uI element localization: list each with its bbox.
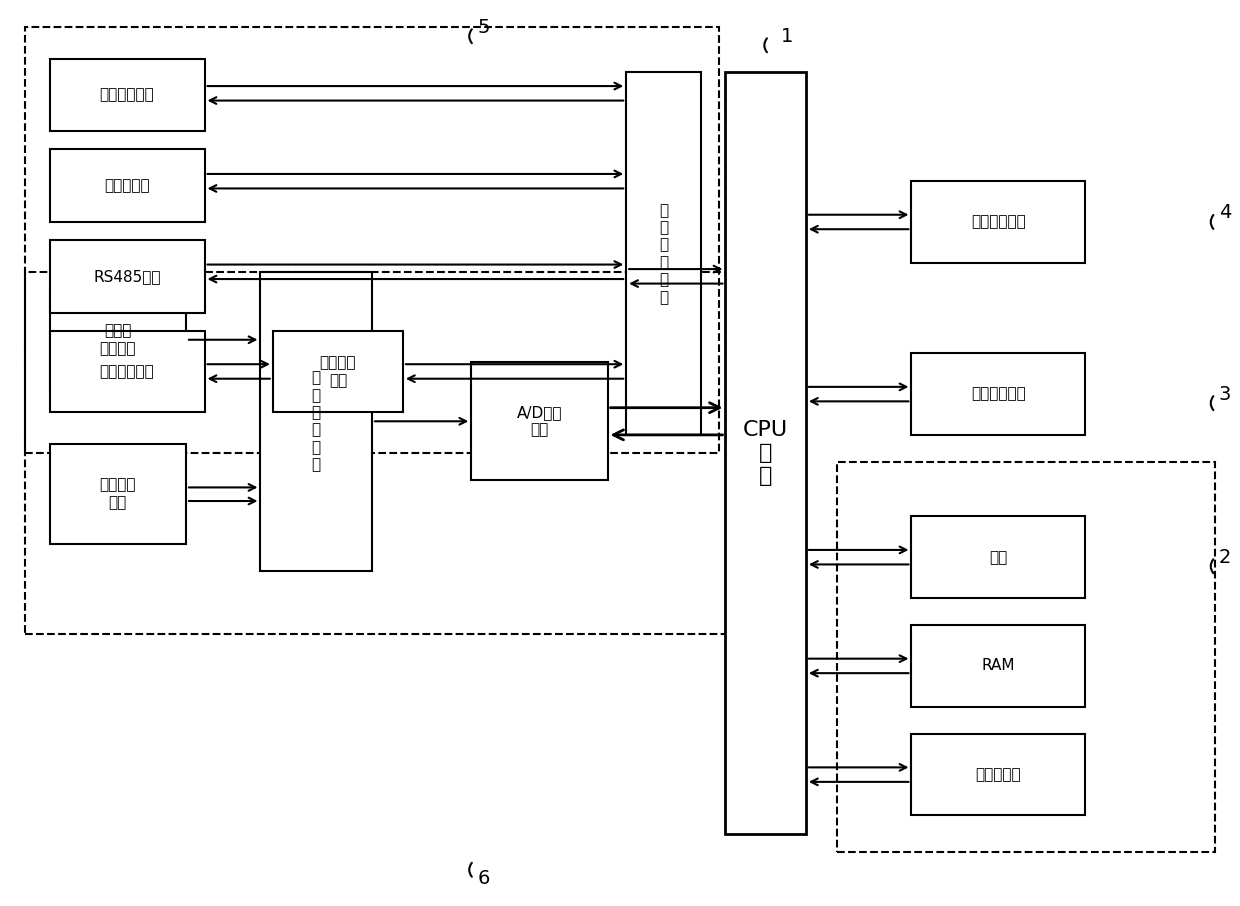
FancyBboxPatch shape [273,331,403,412]
Text: 多
路
选
择
开
关: 多 路 选 择 开 关 [311,371,321,472]
Text: 5: 5 [477,18,490,36]
FancyBboxPatch shape [471,362,608,480]
Text: 直流量
输入模块: 直流量 输入模块 [99,323,136,356]
Text: 2: 2 [1219,548,1231,566]
Text: RAM: RAM [981,659,1016,673]
Text: 4: 4 [1219,204,1231,222]
FancyBboxPatch shape [50,149,205,222]
FancyBboxPatch shape [911,734,1085,815]
Text: 开入开出模块: 开入开出模块 [971,387,1025,401]
Text: 交流采集
模块: 交流采集 模块 [99,477,136,510]
Text: 铁电存储器: 铁电存储器 [976,767,1021,782]
FancyBboxPatch shape [50,290,186,390]
Text: 光纤以太网口: 光纤以太网口 [99,364,155,379]
FancyBboxPatch shape [911,181,1085,263]
Text: 以太网卡口: 以太网卡口 [104,178,150,193]
FancyBboxPatch shape [50,331,205,412]
FancyBboxPatch shape [626,72,701,435]
Text: 1: 1 [781,27,794,45]
FancyBboxPatch shape [911,625,1085,707]
Text: 闪存: 闪存 [990,550,1007,564]
FancyBboxPatch shape [725,72,806,834]
FancyBboxPatch shape [260,272,372,571]
Text: 3: 3 [1219,385,1231,403]
FancyBboxPatch shape [50,444,186,544]
Text: 无线通讯模块: 无线通讯模块 [99,88,155,102]
FancyBboxPatch shape [911,353,1085,435]
Text: 人机交互模块: 人机交互模块 [971,215,1025,229]
Text: 光电转换
模块: 光电转换 模块 [320,355,356,388]
Text: 6: 6 [477,870,490,888]
FancyBboxPatch shape [911,516,1085,598]
Text: CPU
模
块: CPU 模 块 [743,419,789,487]
Text: 通
信
管
理
模
块: 通 信 管 理 模 块 [658,203,668,304]
FancyBboxPatch shape [50,59,205,131]
Text: A/D转换
模块: A/D转换 模块 [517,405,562,438]
Text: RS485接口: RS485接口 [93,269,161,284]
FancyBboxPatch shape [50,240,205,313]
